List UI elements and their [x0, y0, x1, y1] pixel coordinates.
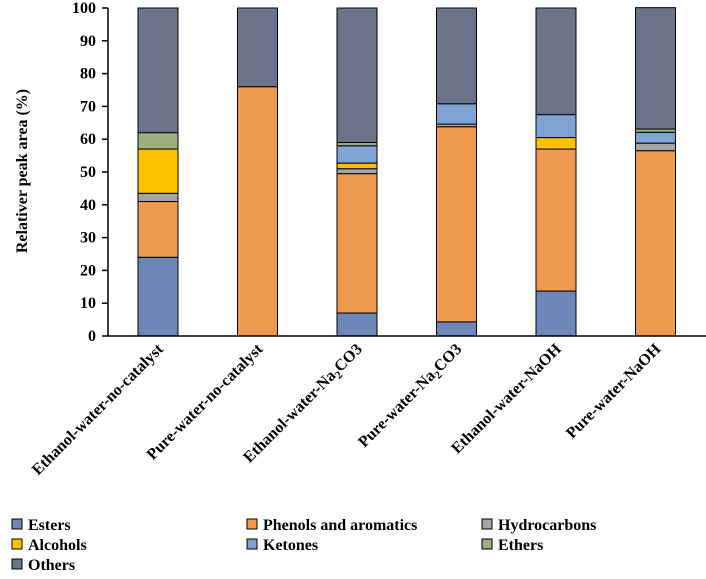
category-label: Ethanol-water-NaOH — [448, 340, 565, 457]
bar-segment-phenols-and-aromatics — [336, 173, 378, 314]
legend-label-hydrocarbons: Hydrocarbons — [498, 517, 596, 534]
y-tick-label: 40 — [80, 197, 96, 214]
y-axis-title: Relativer peak area (%) — [14, 89, 31, 253]
y-tick-label: 60 — [80, 131, 96, 148]
bar-segment-hydrocarbons — [336, 168, 378, 175]
bar-segment-alcohols — [535, 137, 577, 150]
legend-swatch-phenols-and-aromatics — [246, 518, 258, 530]
category-label: Ethanol-water-no-catalyst — [29, 340, 167, 478]
y-tick-label: 10 — [80, 295, 96, 312]
legend-label-ethers: Ethers — [498, 537, 543, 554]
legend-label-esters: Esters — [28, 517, 71, 534]
bar-segment-others — [535, 7, 577, 116]
category-label: Pure-water-NaOH — [563, 340, 665, 442]
x-axis-category-labels: Ethanol-water-no-catalystPure-water-no-c… — [29, 340, 665, 478]
y-tick-label: 80 — [80, 66, 96, 83]
bar-segment-esters — [436, 321, 477, 337]
category-label: Pure-water-Na2CO3 — [355, 341, 467, 453]
bar-segment-esters — [137, 256, 179, 337]
bar-segment-ethers — [137, 132, 179, 150]
legend-swatch-esters — [11, 518, 23, 530]
category-label-text: Ethanol-water-NaOH — [448, 340, 565, 457]
bar-segment-ketones — [535, 114, 577, 139]
legend-label-phenols-and-aromatics: Phenols and aromatics — [263, 517, 417, 534]
legend-swatch-ketones — [246, 538, 258, 550]
bar-segment-ketones — [635, 131, 676, 144]
legend-swatch-hydrocarbons — [481, 518, 493, 530]
bar-segment-hydrocarbons — [635, 142, 676, 152]
bar-segment-phenols-and-aromatics — [436, 126, 477, 323]
legend-label-others: Others — [28, 557, 75, 574]
y-tick-label: 100 — [72, 0, 96, 17]
y-tick-label: 20 — [80, 262, 96, 279]
legend: Esters Phenols and aromatics Hydrocarbons A… — [11, 517, 596, 574]
bar-segment-ketones — [336, 145, 378, 164]
category-label-text: Ethanol-water-no-catalyst — [29, 340, 167, 478]
category-label-text: Ethanol-water-Na — [240, 367, 339, 466]
bar-segment-phenols-and-aromatics — [237, 86, 278, 337]
y-tick-label: 70 — [80, 98, 96, 115]
bar-segment-others — [436, 7, 477, 105]
legend-swatch-ethers — [481, 538, 493, 550]
bar-segment-phenols-and-aromatics — [635, 150, 676, 337]
category-label-text: Pure-water-Na — [355, 367, 439, 451]
y-tick-label: 90 — [80, 33, 96, 50]
bar-segment-others — [336, 7, 378, 143]
bars-layer — [137, 7, 676, 337]
legend-label-ketones: Ketones — [263, 537, 318, 554]
bar-segment-alcohols — [336, 162, 378, 170]
bar-segment-esters — [336, 312, 378, 337]
category-label: Ethanol-water-Na2CO3 — [240, 341, 368, 469]
bar-segment-phenols-and-aromatics — [535, 148, 577, 292]
y-tick-label: 30 — [80, 230, 96, 247]
category-label-text: Pure-water-NaOH — [563, 340, 665, 442]
bar-segment-alcohols — [137, 148, 179, 194]
bar-segment-ketones — [436, 103, 477, 125]
bar-segment-others — [137, 7, 179, 134]
legend-swatch-alcohols — [11, 538, 23, 550]
legend-label-alcohols: Alcohols — [28, 537, 87, 554]
legend-swatch-others — [11, 558, 23, 570]
bar-segment-hydrocarbons — [137, 192, 179, 203]
bar-segment-others — [635, 7, 676, 130]
y-tick-label: 0 — [88, 328, 96, 345]
y-tick-label: 50 — [80, 164, 96, 181]
bar-segment-esters — [535, 290, 577, 337]
bar-segment-others — [237, 7, 278, 88]
y-axis-title-group: Relativer peak area (%) — [14, 89, 31, 253]
bar-segment-phenols-and-aromatics — [137, 201, 179, 258]
y-axis-ticks: 0 10 20 30 40 50 60 70 80 90 100 — [72, 0, 108, 345]
